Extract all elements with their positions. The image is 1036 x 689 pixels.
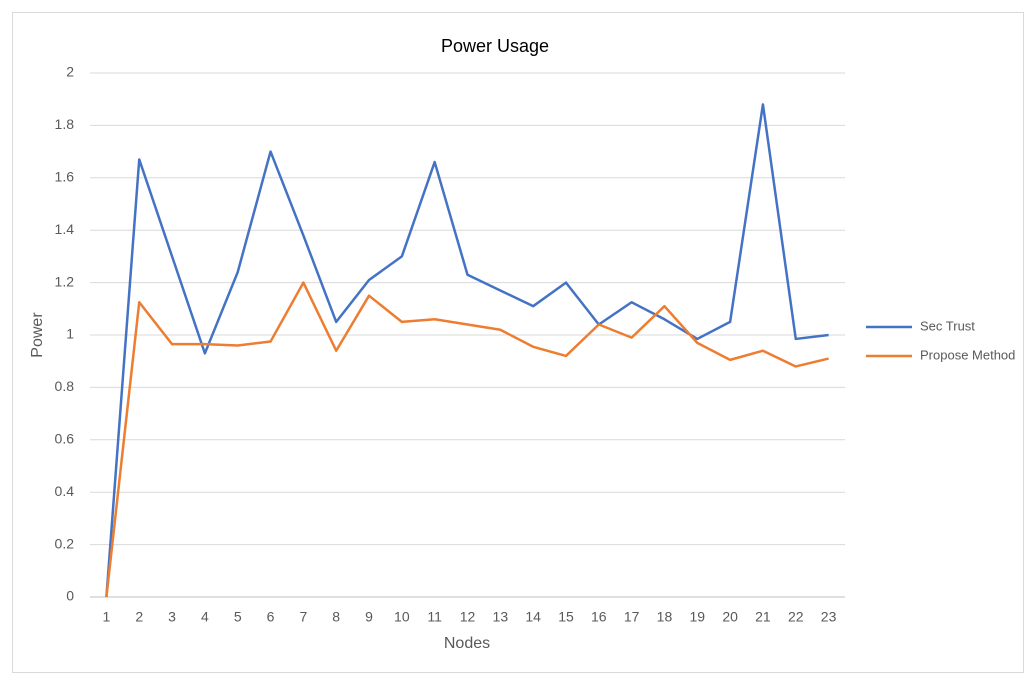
x-tick-label: 2 <box>135 609 143 625</box>
x-tick-label: 15 <box>558 609 574 625</box>
legend-label: Sec Trust <box>920 318 975 333</box>
series-line <box>105 103 829 598</box>
y-axis-label: Power <box>29 312 46 358</box>
x-axis-label: Nodes <box>444 635 490 652</box>
y-tick-label: 0 <box>66 588 74 604</box>
x-tick-label: 23 <box>821 609 837 625</box>
series-line <box>105 281 829 598</box>
x-tick-label: 12 <box>460 609 476 625</box>
y-tick-label: 1.6 <box>55 169 75 185</box>
y-tick-label: 0.6 <box>55 431 75 447</box>
y-tick-label: 0.4 <box>55 483 75 499</box>
x-tick-label: 17 <box>624 609 640 625</box>
x-tick-label: 13 <box>493 609 509 625</box>
y-tick-label: 1.4 <box>55 221 75 237</box>
x-tick-label: 4 <box>201 609 209 625</box>
y-tick-label: 0.8 <box>55 378 75 394</box>
x-tick-label: 8 <box>332 609 340 625</box>
chart-border <box>12 12 1024 673</box>
x-tick-label: 7 <box>299 609 307 625</box>
y-tick-label: 0.2 <box>55 535 75 551</box>
x-tick-label: 5 <box>234 609 242 625</box>
x-tick-label: 18 <box>657 609 673 625</box>
y-tick-label: 1.2 <box>55 273 75 289</box>
x-tick-label: 6 <box>267 609 275 625</box>
x-tick-label: 3 <box>168 609 176 625</box>
x-tick-label: 20 <box>722 609 738 625</box>
y-tick-label: 2 <box>66 64 74 80</box>
legend-label: Propose Method <box>920 347 1015 362</box>
x-tick-label: 14 <box>525 609 541 625</box>
x-tick-label: 9 <box>365 609 373 625</box>
x-tick-label: 16 <box>591 609 607 625</box>
x-tick-label: 19 <box>689 609 705 625</box>
chart-title: Power Usage <box>441 36 549 56</box>
x-tick-label: 1 <box>103 609 111 625</box>
y-tick-label: 1.8 <box>55 116 75 132</box>
x-tick-label: 10 <box>394 609 410 625</box>
x-tick-label: 22 <box>788 609 804 625</box>
x-tick-label: 11 <box>427 609 442 625</box>
x-tick-label: 21 <box>755 609 771 625</box>
y-tick-label: 1 <box>66 326 74 342</box>
